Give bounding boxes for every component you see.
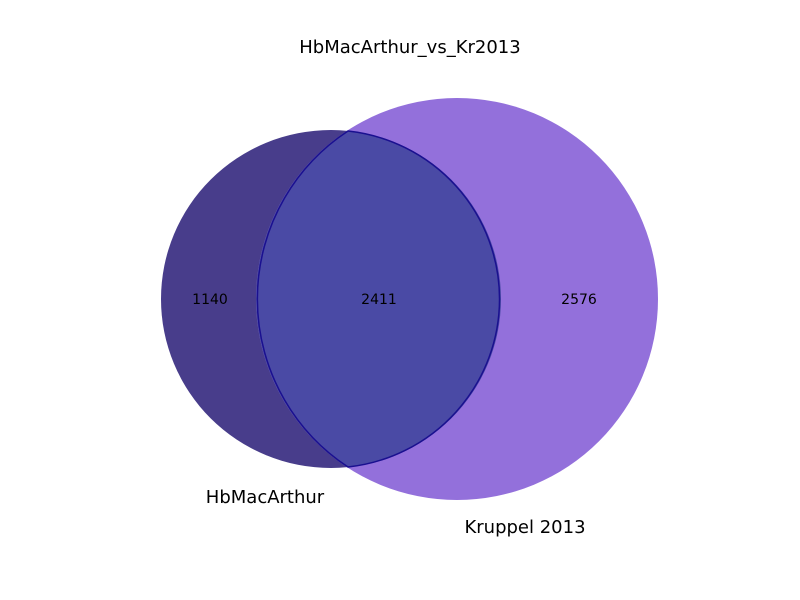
diagram-title: HbMacArthur_vs_Kr2013 [299,37,520,58]
count-only-a: 1140 [192,292,228,308]
set-a-label: HbMacArthur [206,487,325,508]
intersection-region [256,130,501,468]
intersection-outline [256,130,501,468]
count-only-b: 2576 [561,292,597,308]
set-b-label: Kruppel 2013 [464,517,585,538]
count-intersection: 2411 [361,292,397,308]
